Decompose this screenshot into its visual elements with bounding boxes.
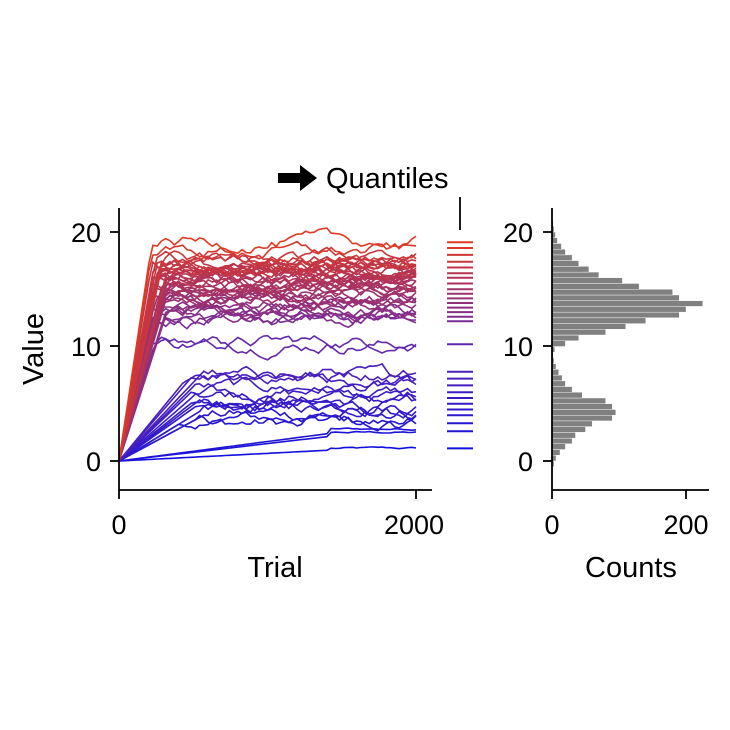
histogram-bar [551, 289, 673, 296]
histogram-bar [551, 243, 562, 250]
histogram-bar [551, 248, 566, 256]
histogram-bar [551, 306, 687, 313]
trajectory-panel: 0 10 20 0 2000 Trial Value [18, 208, 444, 584]
quantiles-label: Quantiles [326, 163, 449, 195]
histogram-bar [551, 260, 579, 267]
x-axis-label: Trial [247, 552, 302, 584]
histogram-bar [551, 323, 626, 330]
trajectory-line [118, 371, 417, 462]
trajectory-line [118, 336, 417, 462]
trajectory-line [118, 374, 417, 462]
histogram-bar [551, 266, 590, 273]
histogram-bar [551, 254, 573, 261]
quantiles-annotation: Quantiles [278, 163, 461, 230]
quantile-strip [447, 241, 473, 450]
x-tick-label-0: 0 [111, 510, 126, 540]
trajectory-line [118, 271, 417, 462]
hist-x-tick-label-0: 0 [544, 510, 559, 540]
histogram-bar [551, 392, 583, 399]
histogram-bar [551, 409, 616, 416]
trajectory-line [118, 385, 417, 462]
trajectory-line [118, 271, 417, 462]
trajectory-line [118, 362, 417, 462]
histogram-bar [551, 386, 573, 393]
trajectory-line [118, 262, 417, 462]
histogram-bar [551, 443, 566, 450]
y-tick-label-10: 10 [71, 332, 101, 362]
histogram-bar [551, 334, 579, 342]
trajectory-line [118, 254, 417, 462]
trajectory-line [118, 446, 417, 462]
hist-y-tick-label-10: 10 [503, 332, 533, 362]
trajectory-line [118, 227, 417, 462]
trajectory-line [118, 249, 417, 462]
trajectory-line [118, 250, 417, 462]
histogram-panel: 0 10 20 0 200 Counts [503, 208, 709, 584]
histogram-bar [551, 426, 586, 433]
trajectory-line [118, 427, 417, 462]
histogram-bar [551, 403, 613, 410]
histogram-bar [551, 300, 704, 307]
histogram-bar [551, 311, 680, 319]
trajectory-line [118, 240, 417, 462]
hist-y-tick-label-0: 0 [518, 447, 533, 477]
hist-x-tick-label-200: 200 [663, 510, 708, 540]
trajectory-line [118, 258, 417, 462]
hist-x-axis-label: Counts [585, 552, 677, 584]
trajectory-line [118, 246, 417, 462]
histogram-bar [551, 277, 623, 284]
histogram-bar [551, 449, 561, 456]
trajectory-line [118, 368, 417, 462]
trajectory-series-group [118, 227, 417, 462]
right-arrow-icon [278, 165, 317, 191]
histogram-bar [551, 432, 576, 439]
histogram-bar [551, 369, 559, 376]
trajectory-line [118, 395, 417, 462]
hist-y-tick-label-20: 20 [503, 218, 533, 248]
histogram-bar [551, 415, 613, 422]
histogram-bar [551, 420, 593, 427]
histogram-bar [551, 317, 647, 324]
histogram-bar [551, 397, 606, 404]
histogram-bar [551, 374, 563, 382]
y-tick-label-20: 20 [71, 218, 101, 248]
trajectory-line [118, 309, 417, 462]
histogram-bar [551, 340, 566, 347]
histogram-bar [551, 271, 600, 279]
trajectory-line [118, 393, 417, 462]
histogram-bar [551, 329, 606, 336]
trajectory-line [118, 334, 417, 462]
y-axis-label: Value [18, 313, 50, 385]
histogram-bar [551, 437, 573, 445]
y-tick-label-0: 0 [86, 447, 101, 477]
x-tick-label-2000: 2000 [384, 510, 444, 540]
histogram-bar [551, 294, 680, 301]
histogram-bar [551, 380, 566, 387]
histogram-bars-group [551, 214, 704, 467]
trajectory-line [118, 383, 417, 462]
histogram-bar [551, 283, 640, 290]
trajectory-line [118, 311, 417, 462]
trajectory-line [118, 394, 417, 462]
